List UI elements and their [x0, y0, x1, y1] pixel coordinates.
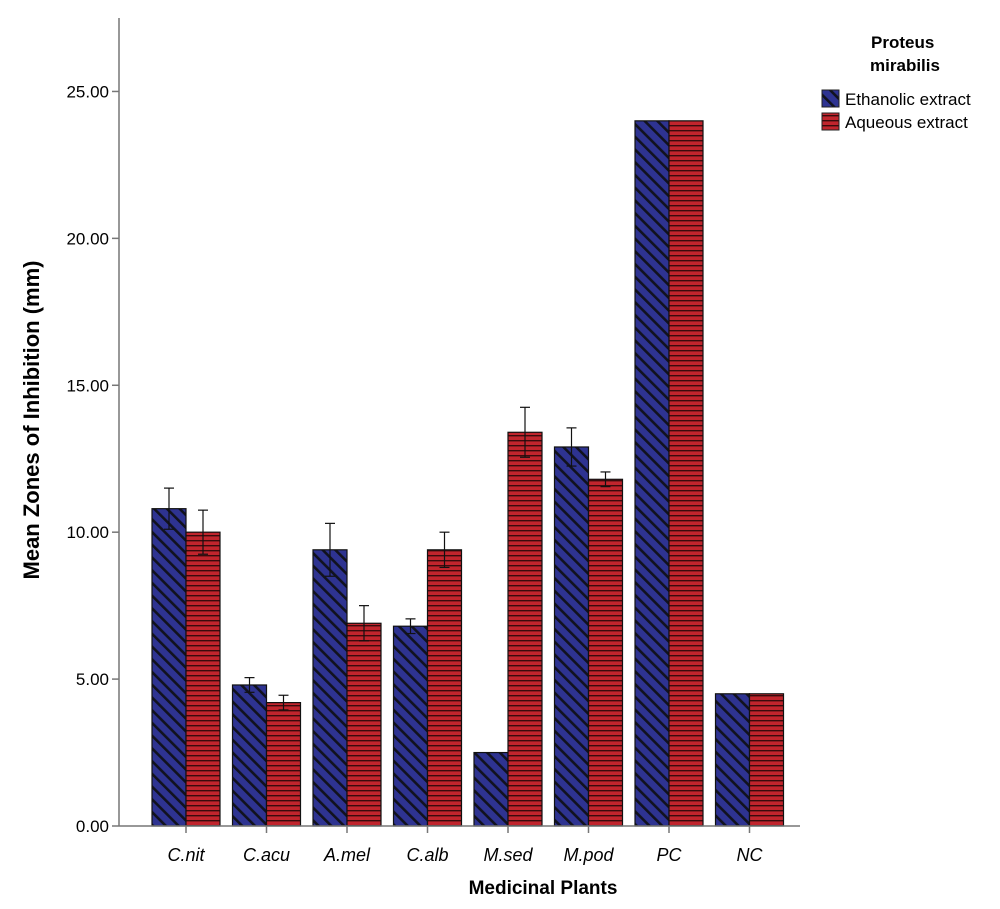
bar-ethanolic [473, 751, 509, 827]
y-axis-ticks: 0.00 5.00 10.00 15.00 20.00 25.00 [66, 82, 119, 836]
bar-aqueous [265, 701, 302, 827]
bar-aqueous [507, 431, 543, 827]
bar-aqueous [587, 478, 624, 827]
legend-swatch-ethanolic [821, 89, 840, 108]
x-tick-label: M.pod [563, 845, 614, 865]
legend-title: Proteus mirabilis [870, 33, 940, 75]
bar-ethanolic [714, 693, 751, 827]
x-tick-label: A.mel [323, 845, 371, 865]
x-tick-label: M.sed [483, 845, 533, 865]
legend: Proteus mirabilis Ethanolic extract Aque… [821, 33, 971, 132]
legend-title-line-2: mirabilis [870, 56, 940, 75]
bar-aqueous [748, 693, 785, 827]
bar-ethanolic [392, 625, 429, 827]
legend-label-aqueous: Aqueous extract [845, 113, 968, 132]
error-bars [164, 406, 611, 711]
legend-swatch-aqueous [821, 112, 840, 131]
bar-aqueous [426, 549, 463, 827]
x-tick-label: PC [656, 845, 682, 865]
bar-aqueous [185, 531, 221, 827]
x-tick-label: C.alb [406, 845, 448, 865]
y-tick-label: 5.00 [76, 670, 109, 689]
y-tick-label: 15.00 [66, 376, 109, 395]
y-axis-title: Mean Zones of Inhibition (mm) [19, 261, 44, 580]
bar-ethanolic [151, 508, 187, 827]
y-tick-label: 25.00 [66, 82, 109, 101]
x-tick-label: C.nit [167, 845, 205, 865]
bar-aqueous [346, 622, 382, 827]
legend-title-line-1: Proteus [871, 33, 934, 52]
x-axis-title: Medicinal Plants [469, 878, 618, 899]
bar-ethanolic [231, 684, 268, 827]
bar-aqueous [668, 120, 704, 827]
x-tick-label: C.acu [243, 845, 290, 865]
bars [151, 120, 785, 827]
bar-ethanolic [312, 549, 348, 827]
bar-ethanolic [634, 120, 670, 827]
x-tick-label: NC [737, 845, 764, 865]
y-tick-label: 0.00 [76, 817, 109, 836]
bar-ethanolic [553, 446, 590, 827]
legend-label-ethanolic: Ethanolic extract [845, 90, 971, 109]
y-tick-label: 20.00 [66, 229, 109, 248]
x-axis-labels: C.nit C.acu A.mel C.alb M.sed M.pod PC NC [167, 826, 763, 865]
y-tick-label: 10.00 [66, 523, 109, 542]
